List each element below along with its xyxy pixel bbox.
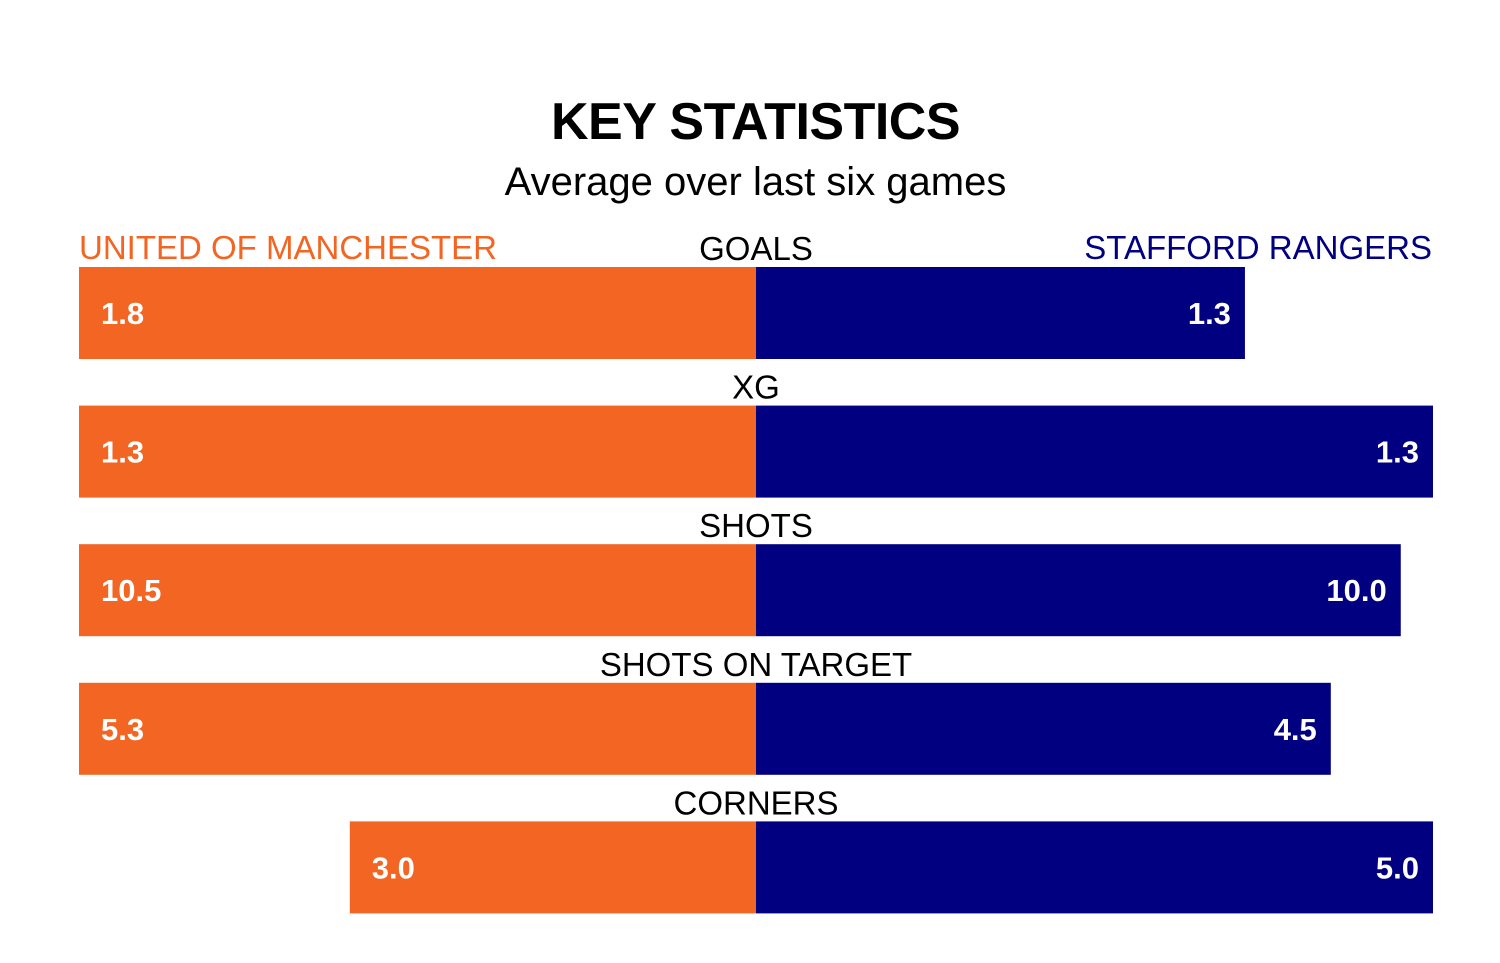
home-team-legend: UNITED OF MANCHESTER	[79, 229, 498, 266]
away-bar-shots	[756, 544, 1401, 637]
home-bar-shots-on-target	[79, 682, 756, 775]
away-bar-goals	[756, 267, 1245, 359]
category-label-corners: CORNERS	[673, 784, 838, 821]
away-value-label-corners: 5.0	[1376, 850, 1419, 885]
away-value-label-goals: 1.3	[1188, 296, 1231, 331]
away-bar-shots-on-target	[756, 682, 1331, 775]
category-label-goals: GOALS	[699, 230, 813, 267]
away-bar-xg	[756, 405, 1433, 498]
chart-title: KEY STATISTICS	[550, 93, 961, 151]
home-bar-shots	[79, 544, 756, 637]
away-bar-corners	[756, 821, 1433, 914]
home-value-label-goals: 1.8	[101, 296, 144, 331]
category-label-shots-on-target: SHOTS ON TARGET	[600, 646, 912, 683]
home-value-label-shots-on-target: 5.3	[101, 712, 144, 747]
home-bar-xg	[79, 405, 756, 498]
home-value-label-shots: 10.5	[101, 573, 161, 608]
away-value-label-xg: 1.3	[1376, 435, 1419, 470]
home-bar-corners	[349, 821, 756, 914]
away-value-label-shots-on-target: 4.5	[1274, 712, 1317, 747]
away-team-legend: STAFFORD RANGERS	[1084, 229, 1432, 266]
home-value-label-corners: 3.0	[372, 850, 415, 885]
home-value-label-xg: 1.3	[101, 435, 144, 470]
away-value-label-shots: 10.0	[1326, 573, 1386, 608]
chart-subtitle: Average over last six games	[504, 160, 1007, 204]
category-label-shots: SHOTS	[699, 507, 813, 544]
home-bar-goals	[79, 267, 756, 359]
category-label-xg: XG	[732, 369, 780, 406]
